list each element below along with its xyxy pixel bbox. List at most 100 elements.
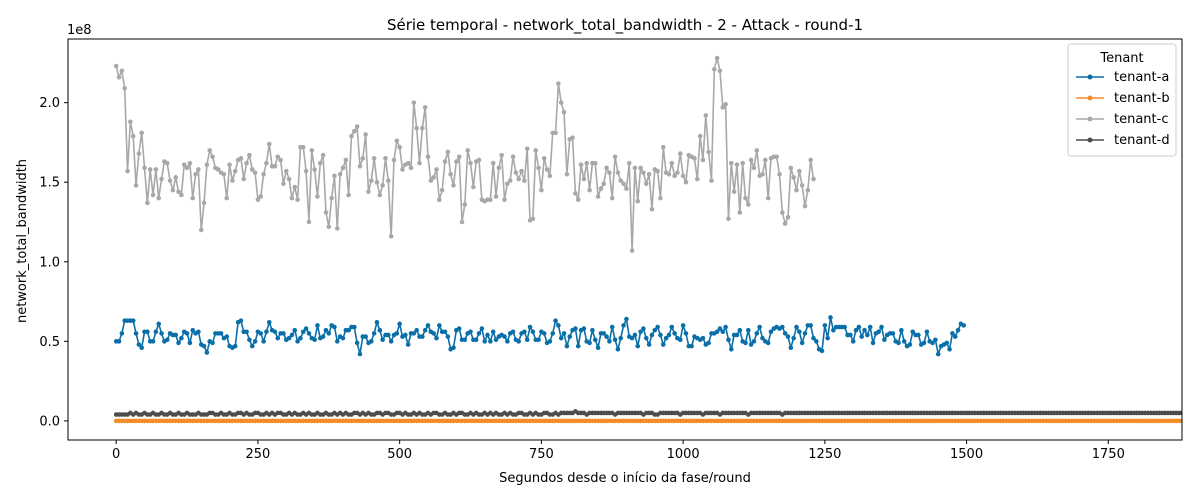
data-point-tenant-c <box>292 184 298 190</box>
data-point-tenant-c <box>343 157 349 163</box>
data-point-tenant-a <box>516 339 521 344</box>
data-point-tenant-c <box>680 173 686 179</box>
data-point-tenant-a <box>286 335 292 341</box>
data-point-tenant-a <box>411 331 417 336</box>
data-point-tenant-a <box>541 331 547 336</box>
data-point-tenant-c <box>380 183 385 188</box>
data-point-tenant-a <box>632 332 638 338</box>
data-point-tenant-c <box>258 194 264 199</box>
data-point-tenant-a <box>575 343 581 349</box>
data-point-tenant-a <box>573 326 578 331</box>
data-point-tenant-a <box>802 331 808 336</box>
data-point-tenant-c <box>575 197 581 203</box>
data-point-tenant-c <box>763 157 768 163</box>
data-point-tenant-c <box>113 63 119 69</box>
data-point-tenant-a <box>882 337 887 343</box>
legend-marker <box>1087 95 1093 101</box>
data-point-tenant-c <box>601 181 607 187</box>
data-point-tenant-c <box>536 165 541 171</box>
data-point-tenant-a <box>590 327 595 333</box>
data-point-tenant-a <box>159 331 164 336</box>
data-point-tenant-a <box>136 342 142 347</box>
series-line-tenant-a <box>116 316 965 355</box>
data-point-tenant-c <box>136 151 142 156</box>
data-point-tenant-a <box>961 323 967 328</box>
data-point-tenant-a <box>720 329 726 335</box>
data-point-tenant-c <box>609 195 615 201</box>
data-point-tenant-c <box>334 226 340 231</box>
data-point-tenant-c <box>502 197 507 203</box>
data-point-tenant-a <box>955 327 961 333</box>
data-point-tenant-a <box>275 335 281 341</box>
data-point-tenant-c <box>746 202 751 207</box>
data-point-tenant-c <box>383 156 388 161</box>
data-point-tenant-c <box>173 175 179 180</box>
data-point-tenant-a <box>145 329 150 335</box>
data-point-tenant-a <box>638 329 643 335</box>
data-point-tenant-a <box>819 348 825 354</box>
axes-layer: 0 250 500 750 1000 1250 1500 1750 0.0 0.5 1.0 1.5 2.… <box>39 38 1183 462</box>
data-point-tenant-c <box>249 167 255 172</box>
legend-box <box>1067 43 1177 157</box>
data-point-tenant-c <box>672 173 677 179</box>
data-point-tenant-c <box>459 219 465 225</box>
series-tenant-d <box>113 409 1182 417</box>
data-point-tenant-c <box>564 171 570 177</box>
data-point-tenant-c <box>658 195 663 201</box>
data-point-tenant-c <box>244 160 249 166</box>
legend-label: tenant-b <box>1114 91 1170 106</box>
data-point-tenant-a <box>184 331 190 336</box>
data-point-tenant-c <box>595 194 601 199</box>
data-point-tenant-a <box>601 331 607 336</box>
data-point-tenant-c <box>632 165 638 171</box>
data-point-tenant-c <box>598 186 604 191</box>
data-point-tenant-a <box>249 343 255 349</box>
data-point-tenant-a <box>371 331 377 336</box>
data-point-tenant-a <box>403 332 408 338</box>
data-point-tenant-c <box>442 159 448 164</box>
data-point-tenant-c <box>618 178 624 183</box>
data-point-tenant-c <box>706 149 711 155</box>
data-point-tenant-a <box>397 321 402 327</box>
data-point-tenant-a <box>553 318 558 323</box>
data-point-tenant-c <box>711 66 717 72</box>
data-point-tenant-a <box>485 332 490 338</box>
data-point-tenant-a <box>717 326 723 331</box>
data-point-tenant-a <box>150 339 156 344</box>
data-point-tenant-c <box>541 156 547 161</box>
data-point-tenant-c <box>391 157 397 163</box>
data-point-tenant-c <box>437 197 442 203</box>
data-point-tenant-a <box>629 335 635 341</box>
data-point-tenant-c <box>323 210 329 215</box>
data-point-tenant-a <box>734 332 740 338</box>
data-point-tenant-c <box>638 165 643 171</box>
data-point-tenant-c <box>519 168 524 174</box>
data-point-tenant-c <box>785 214 791 220</box>
data-point-tenant-c <box>811 176 816 182</box>
data-point-tenant-a <box>386 332 391 338</box>
data-point-tenant-a <box>870 340 876 346</box>
series-tenant-c <box>113 55 816 253</box>
data-point-tenant-c <box>326 224 332 230</box>
data-point-tenant-a <box>780 324 785 330</box>
data-point-tenant-a <box>558 335 564 341</box>
data-point-tenant-a <box>737 327 743 333</box>
data-point-tenant-a <box>190 327 196 333</box>
data-point-tenant-c <box>198 227 204 233</box>
data-point-tenant-c <box>570 135 575 140</box>
y-tick-label: 1.0 <box>39 255 60 270</box>
data-point-tenant-a <box>357 351 363 357</box>
data-point-tenant-c <box>697 133 703 139</box>
data-point-tenant-a <box>524 337 530 343</box>
data-point-tenant-c <box>156 195 162 201</box>
data-point-tenant-a <box>890 331 896 336</box>
data-point-tenant-a <box>663 335 669 341</box>
data-point-tenant-a <box>258 331 264 336</box>
series-group <box>113 55 1182 424</box>
data-point-tenant-a <box>592 337 598 343</box>
data-point-tenant-a <box>315 323 320 328</box>
data-point-tenant-c <box>581 176 587 182</box>
data-point-tenant-a <box>420 334 425 339</box>
data-point-tenant-c <box>592 160 598 166</box>
data-point-tenant-c <box>717 68 723 74</box>
